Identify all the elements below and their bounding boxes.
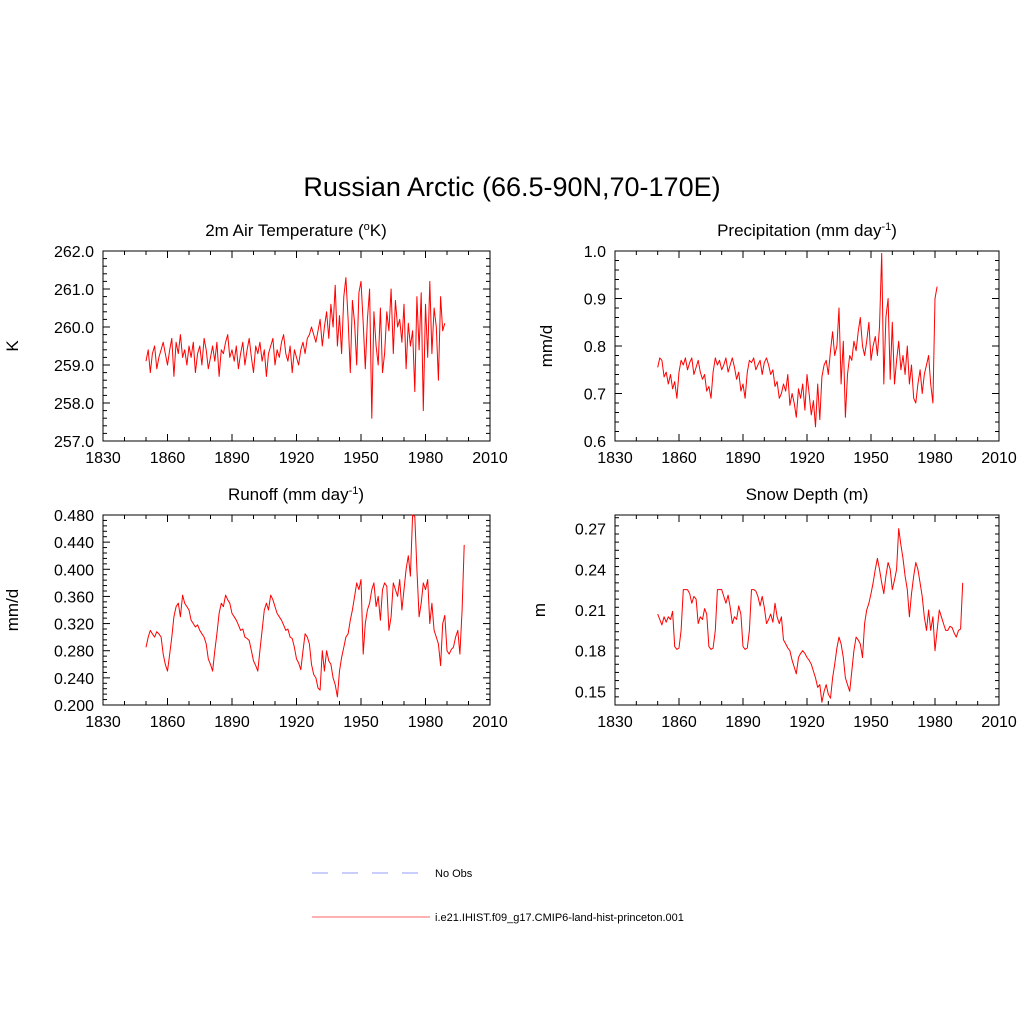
panel-title-main: 2m Air Temperature ( — [205, 221, 364, 240]
y-tick-label: 0.18 — [575, 644, 606, 661]
y-axis-label-snow-depth: m — [530, 603, 549, 617]
plot-frame — [614, 250, 1000, 442]
y-tick-label: 262.0 — [54, 244, 94, 261]
y-tick-label: 0.480 — [54, 508, 94, 525]
panel-runoff: Runoff (mm day-1) mm/d — [3, 485, 364, 631]
x-tick-label: 1950 — [853, 714, 889, 731]
panel-title-main: Precipitation (mm day — [717, 221, 882, 240]
x-tick-label: 1860 — [661, 450, 697, 467]
panel-precipitation: Precipitation (mm day-1) mm/d — [537, 221, 897, 367]
x-tick-label: 2010 — [472, 714, 508, 731]
y-tick-label: 0.21 — [575, 603, 606, 620]
y-tick-label: 0.200 — [54, 698, 94, 715]
y-tick-label: 0.320 — [54, 617, 94, 634]
y-tick-label: 260.0 — [54, 320, 94, 337]
x-tick-label: 1860 — [150, 714, 186, 731]
panel-title-tail: K) — [370, 221, 387, 240]
x-tick-label: 1830 — [85, 714, 121, 731]
panel-snow-depth: Snow Depth (m) m — [530, 485, 868, 617]
x-tick-label: 1980 — [408, 450, 444, 467]
panel-title-main: Runoff (mm day — [228, 485, 349, 504]
x-tick-label: 1860 — [661, 714, 697, 731]
x-tick-label: 2010 — [981, 714, 1017, 731]
y-tick-label: 1.0 — [584, 244, 606, 261]
y-tick-label: 0.9 — [584, 292, 606, 309]
x-tick-label: 1920 — [789, 714, 825, 731]
x-tick-label: 1950 — [343, 714, 379, 731]
y-tick-label: 0.400 — [54, 562, 94, 579]
x-tick-label: 1920 — [279, 714, 315, 731]
y-tick-label: 0.6 — [584, 434, 606, 451]
panel-title-air-temperature: 2m Air Temperature (oK) — [205, 221, 387, 240]
x-tick-label: 1980 — [917, 450, 953, 467]
y-tick-label: 0.440 — [54, 535, 94, 552]
series-line — [657, 252, 938, 428]
y-tick-label: 259.0 — [54, 358, 94, 375]
panel-air-temperature: 2m Air Temperature (oK) K — [3, 221, 387, 352]
legend: No Obs i.e21.IHIST.f09_g17.CMIP6-land-hi… — [312, 868, 684, 924]
plot-area-precipitation: 1830 1860 1890 1920 1950 1980 2010 0.6 0.7 0.8 0.9… — [584, 244, 1017, 467]
x-tick-label: 1860 — [150, 450, 186, 467]
y-tick-label: 0.24 — [575, 562, 606, 579]
panel-title-snow-depth: Snow Depth (m) — [746, 485, 869, 504]
series-line — [657, 528, 964, 703]
y-tick-label: 258.0 — [54, 396, 94, 413]
y-tick-label: 261.0 — [54, 282, 94, 299]
x-tick-label: 1890 — [725, 450, 761, 467]
y-tick-label: 0.7 — [584, 387, 606, 404]
series-line — [145, 514, 465, 698]
y-tick-label: 0.8 — [584, 339, 606, 356]
panel-title-precipitation: Precipitation (mm day-1) — [717, 221, 897, 240]
plot-area-snow-depth: 1830 1860 1890 1920 1950 1980 2010 0.15 0.18 0.21… — [575, 514, 1017, 731]
series-line — [145, 277, 446, 419]
legend-label-model: i.e21.IHIST.f09_g17.CMIP6-land-hist-prin… — [435, 912, 684, 924]
y-tick-label: 0.240 — [54, 671, 94, 688]
y-axis-label-precipitation: mm/d — [537, 325, 556, 368]
panel-title-superscript: o — [364, 221, 370, 233]
y-axis-label-runoff: mm/d — [3, 589, 22, 632]
x-tick-label: 1830 — [85, 450, 121, 467]
panel-title-superscript: -1 — [349, 485, 359, 497]
plot-area-runoff: 1830 1860 1890 1920 1950 1980 2010 0.200 0.240 0.… — [54, 508, 508, 731]
x-tick-label: 1890 — [214, 714, 250, 731]
x-tick-label: 2010 — [472, 450, 508, 467]
x-tick-label: 1950 — [853, 450, 889, 467]
panel-title-superscript: -1 — [881, 221, 891, 233]
panel-title-tail: ) — [891, 221, 897, 240]
y-tick-label: 0.27 — [575, 522, 606, 539]
x-tick-label: 1830 — [597, 450, 633, 467]
x-tick-label: 1950 — [343, 450, 379, 467]
plot-area-air-temperature: 1830 1860 1890 1920 1950 1980 2010 257.0 258.0 25… — [54, 244, 508, 467]
y-tick-label: 0.15 — [575, 684, 606, 701]
x-tick-label: 1980 — [917, 714, 953, 731]
y-tick-label: 257.0 — [54, 434, 94, 451]
y-axis-label-air-temperature: K — [3, 340, 22, 352]
x-tick-label: 1920 — [789, 450, 825, 467]
panel-title-tail: ) — [358, 485, 364, 504]
x-tick-label: 1830 — [597, 714, 633, 731]
plot-frame — [614, 514, 1000, 706]
x-tick-label: 1890 — [214, 450, 250, 467]
figure-title: Russian Arctic (66.5-90N,70-170E) — [303, 172, 720, 202]
x-tick-label: 1920 — [279, 450, 315, 467]
legend-label-no-obs: No Obs — [435, 868, 473, 880]
x-tick-label: 2010 — [981, 450, 1017, 467]
x-tick-label: 1890 — [725, 714, 761, 731]
y-tick-label: 0.360 — [54, 589, 94, 606]
y-tick-label: 0.280 — [54, 644, 94, 661]
panel-title-runoff: Runoff (mm day-1) — [228, 485, 364, 504]
x-tick-label: 1980 — [408, 714, 444, 731]
